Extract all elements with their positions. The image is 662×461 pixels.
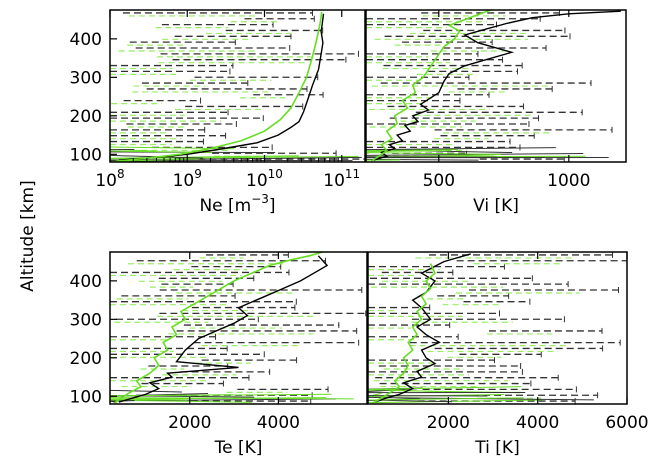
x-tick-label: 4000 [516,413,559,433]
series-median [118,13,325,161]
x-axis-label: Ti [K] [474,438,519,458]
x-tick-label: 500 [423,171,455,191]
plot-area [368,252,627,404]
panel-ti: 2000 4000 6000 Ti [K] [367,251,649,458]
errorbar-dense [110,398,187,401]
plot-frame [109,9,366,163]
series-model [370,10,492,162]
y-axis-label: Altitude [km] [18,180,38,292]
errorbar-dense [110,156,362,161]
x-tick-label: 6000 [605,413,648,433]
errorbar-dense [110,397,354,400]
plot-area [110,252,367,404]
y-tick-label: 400 [70,272,102,292]
y-tick-label: 100 [70,387,102,407]
y-tick-label: 200 [70,349,102,369]
x-tick-label: 1011 [323,167,360,191]
x-axis-label: Vi [K] [473,196,519,216]
errorbar-dense [366,152,502,156]
errorbar-dense [366,148,458,151]
panel-ne: 108 109 1010 1011 100 200 300 400 Ne [m−3] [70,9,366,216]
errorbar-dense [110,393,332,397]
x-tick-label: 2000 [427,413,470,433]
x-tick-label: 4000 [257,413,300,433]
y-tick-label: 100 [70,145,102,165]
x-tick-label: 2000 [168,413,211,433]
errorbar-dense [366,147,556,151]
y-tick-label: 400 [70,30,102,50]
series-median [373,10,621,161]
errorbar-dense [368,399,542,404]
series-model [113,252,323,404]
errorbar-dense [110,389,182,393]
errorbar-dense [368,397,524,401]
x-tick-label: 1000 [547,171,590,191]
x-tick-label: 109 [173,167,202,191]
errorbar-dense [366,150,451,153]
series-model [116,11,323,162]
panel-vi: 500 1000 Vi [K] [365,9,627,216]
plot-area [366,10,621,162]
plot-frame [367,251,628,405]
series-median [374,253,471,403]
x-axis-label: Te [K] [214,438,263,458]
x-axis-label: Ne [m−3] [199,192,275,216]
series-model [372,263,436,404]
x-tick-label: 108 [95,167,124,191]
errorbar-dense [368,388,439,393]
y-tick-label: 300 [70,68,102,88]
plot-frame [365,9,627,163]
plot-frame [109,251,368,405]
series-median [118,255,329,403]
plot-area [110,10,365,162]
y-tick-label: 200 [70,107,102,127]
errorbar-dense [368,386,522,390]
x-tick-label: 1010 [246,167,283,191]
panel-te: 2000 4000 100 200 300 400 Te [K] [70,251,368,458]
y-tick-label: 300 [70,310,102,330]
